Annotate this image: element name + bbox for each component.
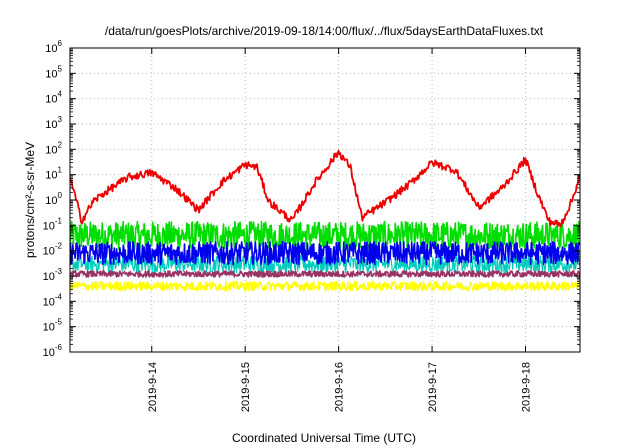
y-tick-label: 102 xyxy=(45,140,62,156)
series-line-4 xyxy=(70,270,580,278)
x-tick-label: 2019-9-16 xyxy=(334,362,346,412)
x-axis: 2019-9-14 2019-9-15 2019-9-16 2019-9-17 2019… xyxy=(147,48,532,412)
y-tick-label: 10-1 xyxy=(43,216,63,232)
series-line-1 xyxy=(70,220,580,251)
y-tick-label: 100 xyxy=(45,191,62,207)
x-tick-label: 2019-9-14 xyxy=(147,362,159,412)
series-line-0 xyxy=(70,149,580,228)
y-tick-label: 103 xyxy=(45,115,62,131)
x-tick-label: 2019-9-17 xyxy=(427,362,439,412)
chart-title: /data/run/goesPlots/archive/2019-09-18/1… xyxy=(105,24,544,38)
y-tick-label: 10-5 xyxy=(43,318,63,334)
series-line-5 xyxy=(70,280,580,292)
y-tick-label: 104 xyxy=(45,90,62,106)
x-tick-label: 2019-9-18 xyxy=(520,362,532,412)
y-tick-label: 10-4 xyxy=(43,292,63,308)
y-tick-label: 10-6 xyxy=(43,343,63,359)
series-group xyxy=(70,149,580,292)
y-axis: 10-6 10-5 10-4 10-3 10-2 10-1 100 101 102 103 104 1… xyxy=(43,39,580,359)
x-tick-label: 2019-9-15 xyxy=(240,362,252,412)
y-axis-label: protons/cm²-s-sr-MeV xyxy=(23,142,37,258)
x-axis-label: Coordinated Universal Time (UTC) xyxy=(232,431,416,445)
y-tick-label: 106 xyxy=(45,39,62,55)
y-tick-label: 10-3 xyxy=(43,267,63,283)
series-line-2 xyxy=(70,240,580,266)
y-tick-label: 10-2 xyxy=(43,242,63,258)
y-tick-label: 105 xyxy=(45,64,62,80)
y-tick-label: 101 xyxy=(45,166,62,182)
